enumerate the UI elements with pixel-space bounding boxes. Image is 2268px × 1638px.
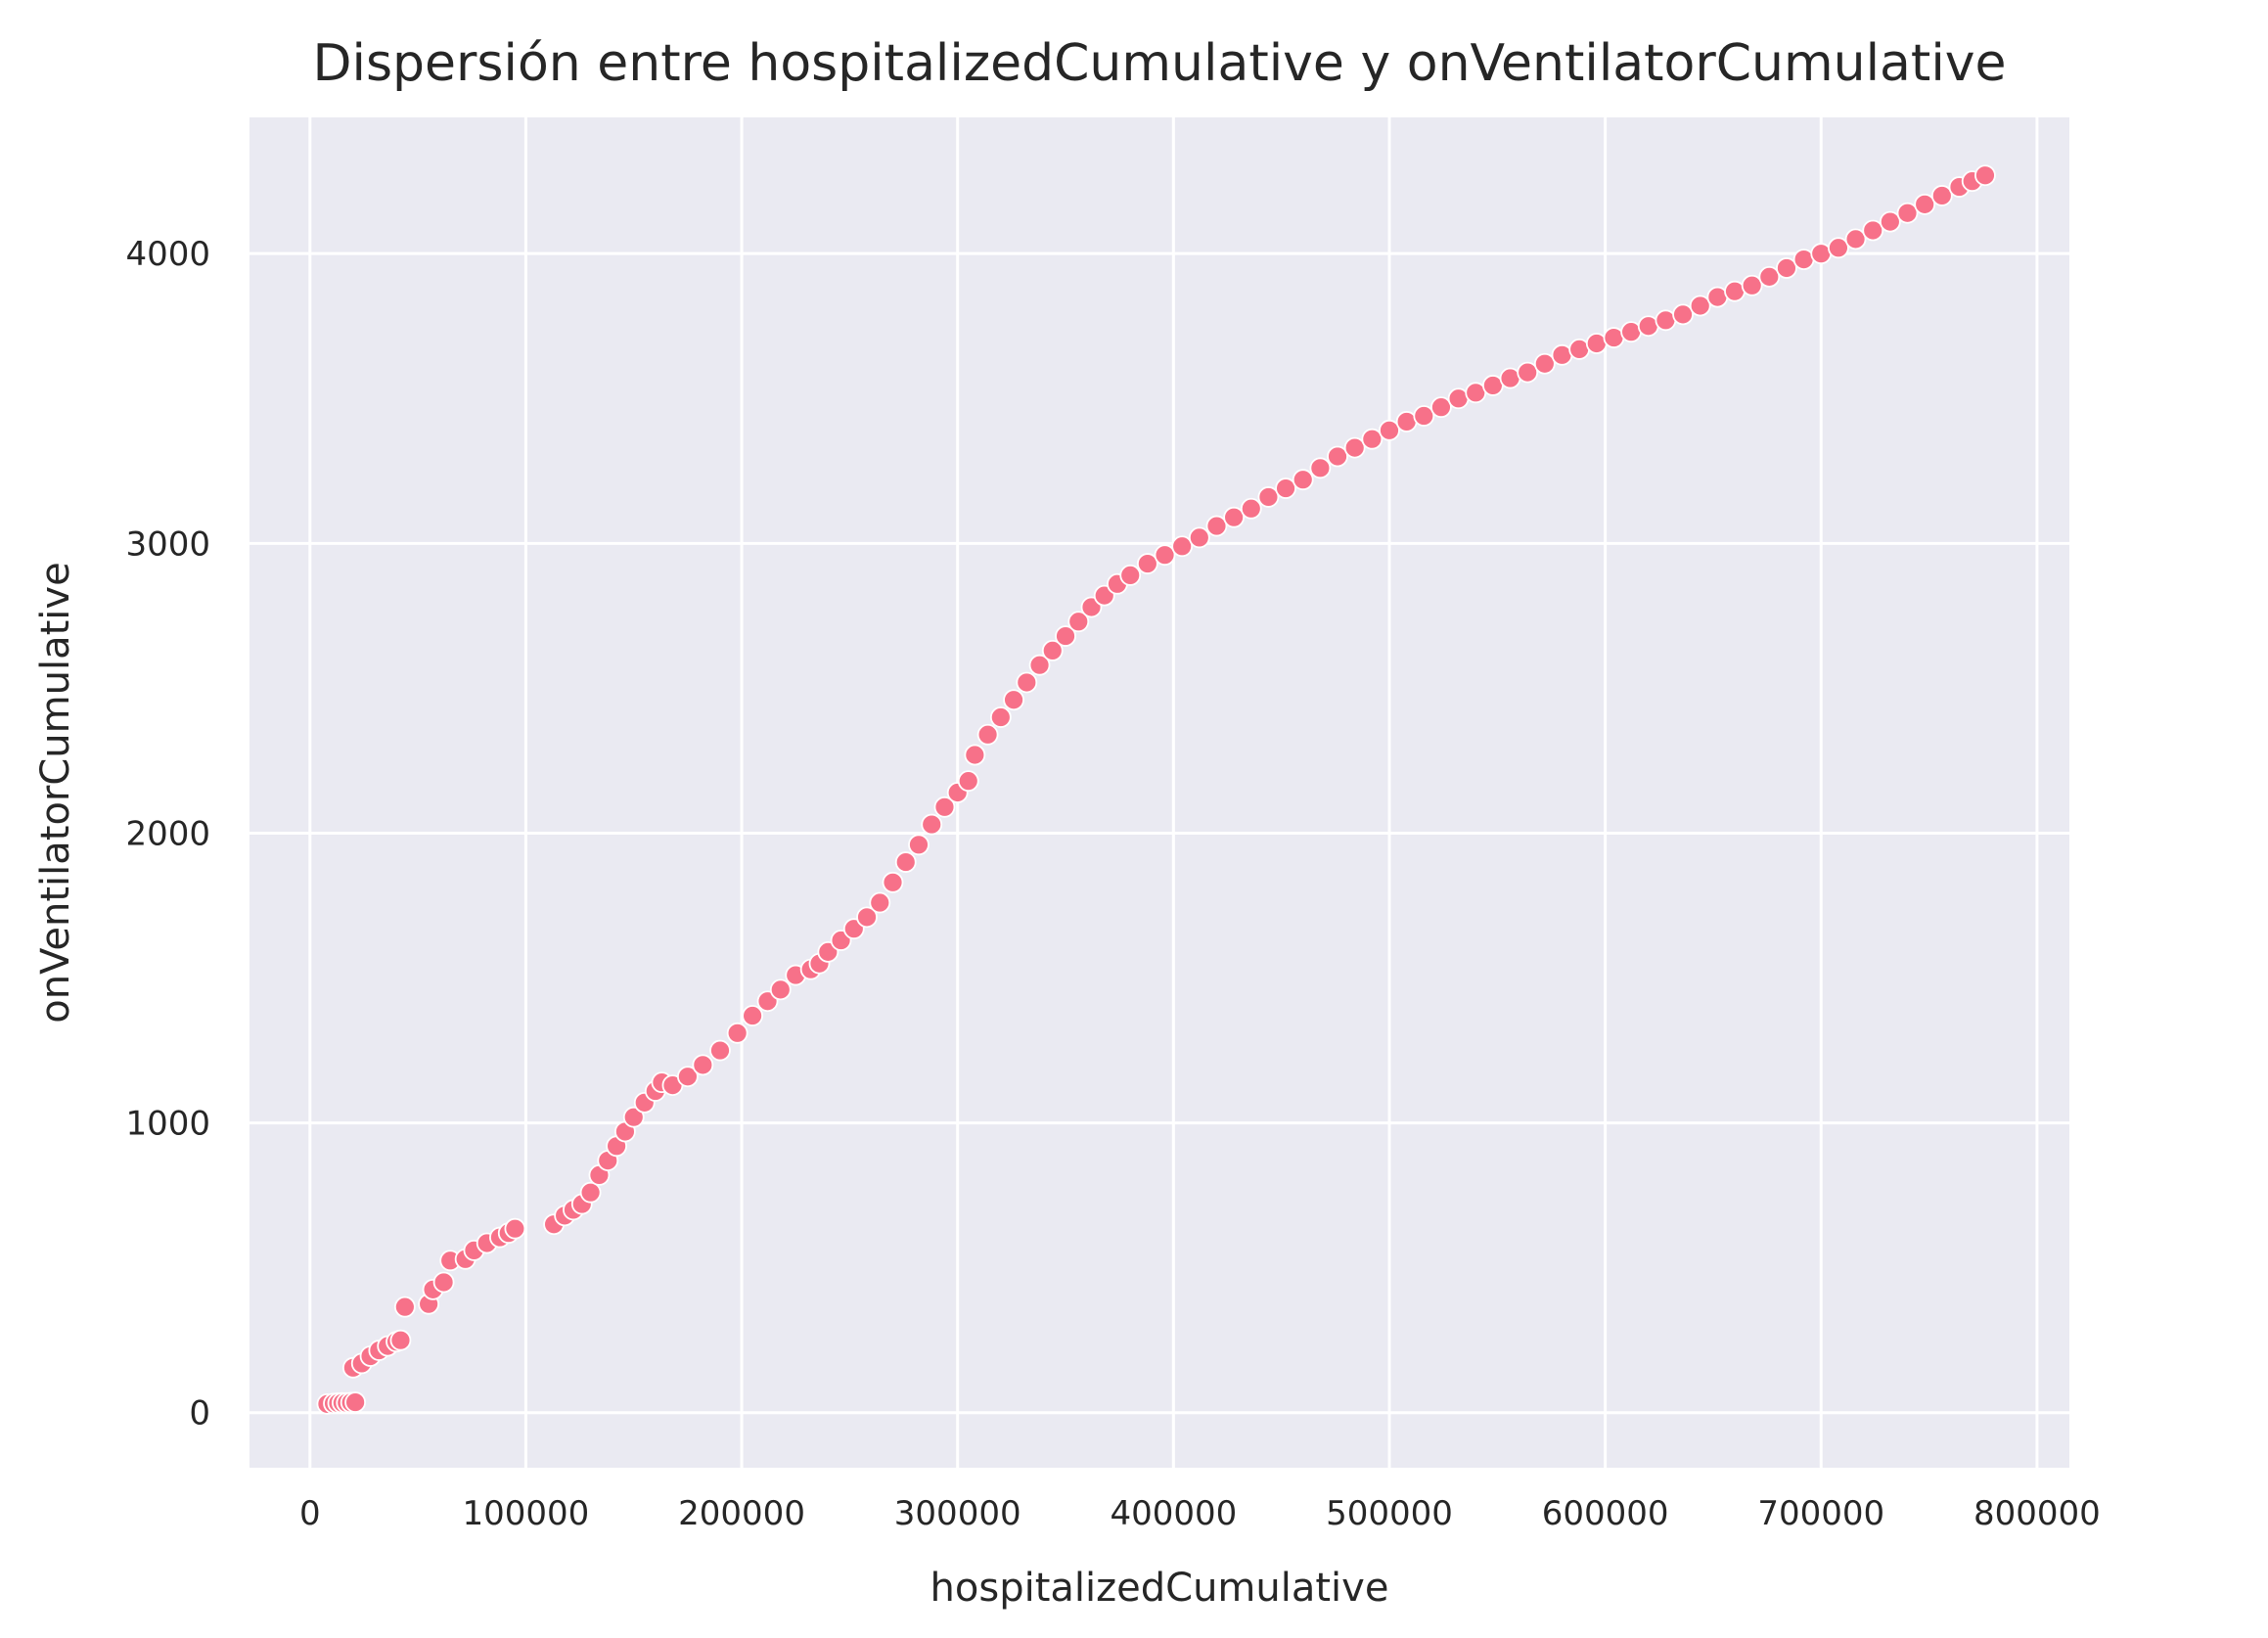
x-tick-label: 0 [299, 1494, 321, 1533]
data-point [622, 1106, 645, 1128]
x-axis-label: hospitalizedCumulative [930, 1566, 1389, 1611]
data-point [1188, 526, 1210, 549]
data-point [1240, 497, 1262, 520]
data-point [393, 1296, 416, 1318]
data-point [964, 744, 986, 766]
data-point [1930, 185, 1953, 206]
data-point [1067, 611, 1090, 633]
data-points [316, 164, 1996, 1415]
data-point [894, 851, 917, 873]
data-point [989, 706, 1012, 728]
data-point [882, 871, 904, 893]
data-point [1533, 352, 1556, 375]
data-point [1361, 428, 1383, 450]
data-point [504, 1217, 526, 1240]
data-point [908, 834, 930, 856]
y-tick-label: 4000 [125, 235, 210, 274]
data-point [1154, 544, 1176, 567]
data-point [1413, 405, 1435, 427]
data-point [1205, 515, 1228, 537]
data-point [1689, 295, 1711, 317]
data-point [1223, 506, 1246, 528]
data-point [921, 813, 943, 836]
chart-title: Dispersión entre hospitalizedCumulative … [312, 34, 2006, 93]
data-point [1003, 689, 1024, 711]
data-point [692, 1054, 714, 1076]
data-point [1741, 274, 1763, 296]
data-point [1343, 436, 1366, 459]
data-point [1862, 219, 1884, 242]
data-point [869, 891, 891, 914]
y-tick-label: 2000 [125, 814, 210, 853]
data-point [677, 1066, 699, 1088]
y-tick-label: 0 [189, 1394, 210, 1433]
data-point [1844, 228, 1867, 250]
x-tick-label: 300000 [894, 1494, 1021, 1533]
data-point [1672, 303, 1694, 326]
data-point [1879, 210, 1901, 233]
data-point [389, 1329, 412, 1351]
data-point [344, 1391, 367, 1413]
data-point [1136, 553, 1158, 574]
data-point [1257, 486, 1280, 508]
data-point [1828, 237, 1849, 259]
data-point [742, 1005, 763, 1026]
data-point [1292, 469, 1314, 491]
data-point [933, 796, 956, 818]
y-tick-labels: 0 1000 2000 3000 4000 [125, 235, 210, 1433]
data-point [1517, 361, 1539, 384]
y-tick-label: 3000 [125, 524, 210, 564]
data-point [957, 770, 979, 793]
data-point [1974, 164, 1996, 187]
x-tick-label: 400000 [1110, 1494, 1237, 1533]
data-point [1171, 535, 1194, 558]
data-point [1327, 445, 1348, 468]
y-axis-label: onVentilatorCumulative [33, 562, 78, 1023]
data-point [976, 723, 999, 746]
data-point [769, 978, 792, 1001]
data-point [1896, 202, 1919, 224]
data-point [1914, 193, 1936, 215]
data-point [1055, 625, 1076, 647]
y-gridlines [249, 251, 2069, 1415]
x-tick-labels: 0 100000 200000 300000 400000 500000 600000 700… [299, 1494, 2101, 1533]
x-tick-label: 800000 [1973, 1494, 2101, 1533]
data-point [1309, 457, 1332, 479]
data-point [1379, 419, 1400, 441]
data-point [1776, 257, 1797, 279]
data-point [856, 906, 878, 929]
data-point [1119, 564, 1142, 586]
x-tick-label: 600000 [1542, 1494, 1669, 1533]
data-point [579, 1181, 602, 1204]
x-tick-label: 500000 [1326, 1494, 1453, 1533]
data-point [726, 1022, 748, 1044]
data-point [1016, 671, 1038, 694]
data-point [1041, 639, 1064, 661]
x-tick-label: 200000 [678, 1494, 805, 1533]
data-point [1275, 478, 1296, 499]
x-tick-label: 700000 [1757, 1494, 1884, 1533]
data-point [1758, 265, 1781, 288]
data-point [1430, 396, 1452, 419]
data-point [432, 1271, 455, 1294]
x-tick-label: 100000 [463, 1494, 590, 1533]
plot-background [249, 117, 2069, 1468]
data-point [709, 1039, 731, 1062]
y-tick-label: 1000 [125, 1105, 210, 1144]
data-point [1028, 654, 1051, 676]
